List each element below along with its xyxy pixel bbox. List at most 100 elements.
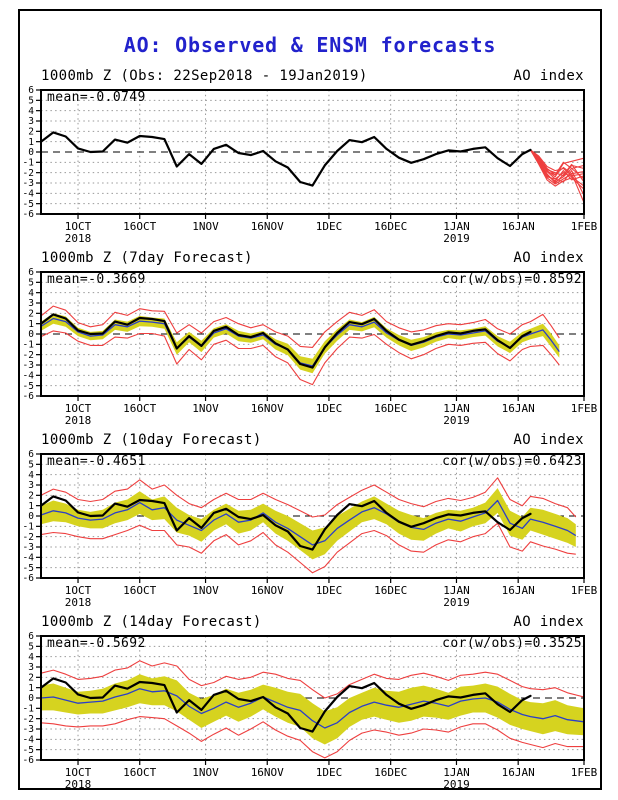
panel-forecast-10day-title: 1000mb Z (10day Forecast) xyxy=(41,432,262,448)
svg-text:2019: 2019 xyxy=(443,778,470,791)
svg-text:2: 2 xyxy=(28,491,34,502)
panel-forecast-7day-header: 1000mb Z (7day Forecast) AO index xyxy=(20,249,600,266)
svg-text:-3: -3 xyxy=(23,178,34,189)
svg-text:2019: 2019 xyxy=(443,232,470,245)
svg-text:6: 6 xyxy=(28,631,34,642)
svg-text:0: 0 xyxy=(28,329,34,340)
svg-text:1: 1 xyxy=(28,683,34,694)
svg-text:16NOV: 16NOV xyxy=(251,220,284,233)
svg-text:0: 0 xyxy=(28,511,34,522)
svg-text:16OCT: 16OCT xyxy=(123,766,156,779)
svg-text:-2: -2 xyxy=(23,532,34,543)
svg-text:-4: -4 xyxy=(23,371,35,382)
svg-text:2019: 2019 xyxy=(443,414,470,427)
svg-text:5: 5 xyxy=(28,96,34,107)
svg-text:5: 5 xyxy=(28,642,34,653)
panel-observed-header: 1000mb Z (Obs: 22Sep2018 - 19Jan2019) AO… xyxy=(20,67,600,84)
panel-forecast-10day-plotwrap: 6 5 4 3 2 1 0 -1 -2 -3 -4 -5 -6 1OCT 2018 16OCT 1NOV 16NO… xyxy=(20,448,600,610)
svg-text:2: 2 xyxy=(28,673,34,684)
mean-value-label: mean=-0.0749 xyxy=(47,90,146,105)
svg-text:2018: 2018 xyxy=(65,414,92,427)
svg-text:-1: -1 xyxy=(23,522,35,533)
panel-forecast-14day-plotwrap: 6 5 4 3 2 1 0 -1 -2 -3 -4 -5 -6 1OCT 2018 16OCT 1NOV 16NO… xyxy=(20,630,600,792)
svg-text:1OCT: 1OCT xyxy=(65,402,92,415)
svg-text:16DEC: 16DEC xyxy=(374,584,407,597)
mean-value-label: mean=-0.4651 xyxy=(47,454,146,469)
svg-text:16DEC: 16DEC xyxy=(374,220,407,233)
svg-text:1DEC: 1DEC xyxy=(316,402,343,415)
svg-text:16JAN: 16JAN xyxy=(502,766,535,779)
svg-text:2: 2 xyxy=(28,309,34,320)
svg-text:-5: -5 xyxy=(23,381,34,392)
svg-text:-1: -1 xyxy=(23,340,35,351)
svg-text:4: 4 xyxy=(28,652,34,663)
svg-text:1: 1 xyxy=(28,137,34,148)
svg-text:0: 0 xyxy=(28,693,34,704)
svg-text:1: 1 xyxy=(28,319,34,330)
svg-text:0: 0 xyxy=(28,147,34,158)
chart-title: AO: Observed & ENSM forecasts xyxy=(123,33,497,57)
svg-text:1DEC: 1DEC xyxy=(316,766,343,779)
correlation-label: cor(w/obs)=0.8592 xyxy=(442,272,582,287)
panel-forecast-10day-header: 1000mb Z (10day Forecast) AO index xyxy=(20,431,600,448)
svg-text:16NOV: 16NOV xyxy=(251,402,284,415)
chart-frame: AO: Observed & ENSM forecasts 1000mb Z (… xyxy=(18,9,602,792)
svg-text:16JAN: 16JAN xyxy=(502,402,535,415)
svg-text:16DEC: 16DEC xyxy=(374,402,407,415)
ao-index-label: AO index xyxy=(513,250,584,266)
correlation-label: cor(w/obs)=0.3525 xyxy=(442,636,582,651)
svg-text:3: 3 xyxy=(28,662,34,673)
svg-text:-6: -6 xyxy=(23,391,35,402)
svg-text:1DEC: 1DEC xyxy=(316,584,343,597)
svg-text:-5: -5 xyxy=(23,563,34,574)
svg-text:6: 6 xyxy=(28,267,34,278)
ao-index-label: AO index xyxy=(513,614,584,630)
svg-text:2018: 2018 xyxy=(65,232,92,245)
svg-text:2018: 2018 xyxy=(65,778,92,791)
svg-text:1DEC: 1DEC xyxy=(316,220,343,233)
svg-text:16OCT: 16OCT xyxy=(123,220,156,233)
svg-text:1JAN: 1JAN xyxy=(443,766,470,779)
svg-text:16NOV: 16NOV xyxy=(251,584,284,597)
svg-text:3: 3 xyxy=(28,298,34,309)
correlation-label: cor(w/obs)=0.6423 xyxy=(442,454,582,469)
svg-text:-2: -2 xyxy=(23,168,34,179)
svg-text:-2: -2 xyxy=(23,350,34,361)
svg-text:-5: -5 xyxy=(23,745,34,756)
svg-text:1OCT: 1OCT xyxy=(65,584,92,597)
svg-text:-3: -3 xyxy=(23,542,34,553)
svg-text:16JAN: 16JAN xyxy=(502,220,535,233)
panel-observed-title: 1000mb Z (Obs: 22Sep2018 - 19Jan2019) xyxy=(41,68,368,84)
svg-text:-3: -3 xyxy=(23,360,34,371)
svg-text:2018: 2018 xyxy=(65,596,92,609)
ao-index-label: AO index xyxy=(513,432,584,448)
svg-text:1JAN: 1JAN xyxy=(443,584,470,597)
panel-forecast-7day-plotwrap: 6 5 4 3 2 1 0 -1 -2 -3 -4 -5 -6 1OCT 2018 16OCT 1NOV 16NO… xyxy=(20,266,600,428)
svg-text:1FEB: 1FEB xyxy=(571,220,598,233)
svg-text:1: 1 xyxy=(28,501,34,512)
panel-forecast-14day-title: 1000mb Z (14day Forecast) xyxy=(41,614,262,630)
svg-text:3: 3 xyxy=(28,480,34,491)
mean-value-label: mean=-0.5692 xyxy=(47,636,146,651)
svg-text:2019: 2019 xyxy=(443,596,470,609)
svg-text:16DEC: 16DEC xyxy=(374,766,407,779)
svg-text:-6: -6 xyxy=(23,209,35,220)
svg-text:3: 3 xyxy=(28,116,34,127)
svg-text:-3: -3 xyxy=(23,724,34,735)
svg-text:16OCT: 16OCT xyxy=(123,402,156,415)
svg-text:6: 6 xyxy=(28,85,34,96)
ao-index-label: AO index xyxy=(513,68,584,84)
svg-text:-6: -6 xyxy=(23,755,35,766)
svg-text:1FEB: 1FEB xyxy=(571,584,598,597)
svg-text:1OCT: 1OCT xyxy=(65,766,92,779)
svg-text:-2: -2 xyxy=(23,714,34,725)
svg-text:16OCT: 16OCT xyxy=(123,584,156,597)
